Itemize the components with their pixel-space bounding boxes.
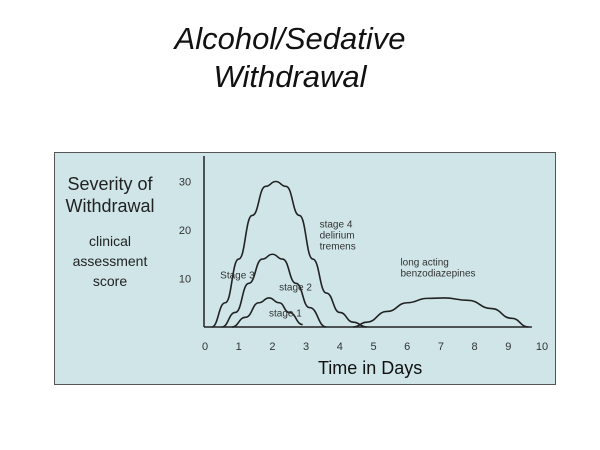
x-tick-label: 3 <box>303 341 309 353</box>
x-axis-label: Time in Days <box>318 358 422 378</box>
title-line-2: Withdrawal <box>213 59 367 94</box>
series-line-3 <box>231 297 303 328</box>
y-axis-sublabel: clinical assessment score <box>72 233 148 289</box>
series-label: benzodiazepines <box>400 268 475 279</box>
y-tick-label: 30 <box>179 177 191 189</box>
series-label: Stage 3 <box>220 271 255 282</box>
y-tick-label: 10 <box>179 274 191 286</box>
x-tick-label: 8 <box>472 341 478 353</box>
series-line-1 <box>221 253 327 328</box>
series-line-0 <box>211 180 367 328</box>
x-tick-label: 4 <box>337 341 343 353</box>
series-label: stage 4 <box>320 220 353 231</box>
series-label: stage 1 <box>269 308 302 319</box>
title-line-1: Alcohol/Sedative <box>174 21 406 56</box>
x-tick-label: 6 <box>404 341 410 353</box>
series-label: tremens <box>320 242 356 253</box>
chart-panel: Severity of Withdrawal clinical assessme… <box>54 152 556 385</box>
x-tick-label: 1 <box>236 341 242 353</box>
y-axis-label: Severity of Withdrawal <box>65 174 155 216</box>
x-tick-label: 7 <box>438 341 444 353</box>
x-tick-label: 0 <box>202 341 208 353</box>
x-tick-label: 5 <box>370 341 376 353</box>
y-tick-label: 20 <box>179 225 191 237</box>
series-label: stage 2 <box>279 283 312 294</box>
x-tick-label: 9 <box>505 341 511 353</box>
x-tick-label: 2 <box>269 341 275 353</box>
series-label: long acting <box>400 257 448 268</box>
chart-svg: 0 1 2 3 4 5 6 7 8 9 10 10 20 30 Time in Days stage 4del… <box>179 156 548 378</box>
x-tick-label: 10 <box>536 341 548 353</box>
series-line-4 <box>353 297 529 328</box>
series-label: delirium <box>320 231 355 242</box>
slide-title: Alcohol/Sedative Withdrawal <box>0 20 600 96</box>
